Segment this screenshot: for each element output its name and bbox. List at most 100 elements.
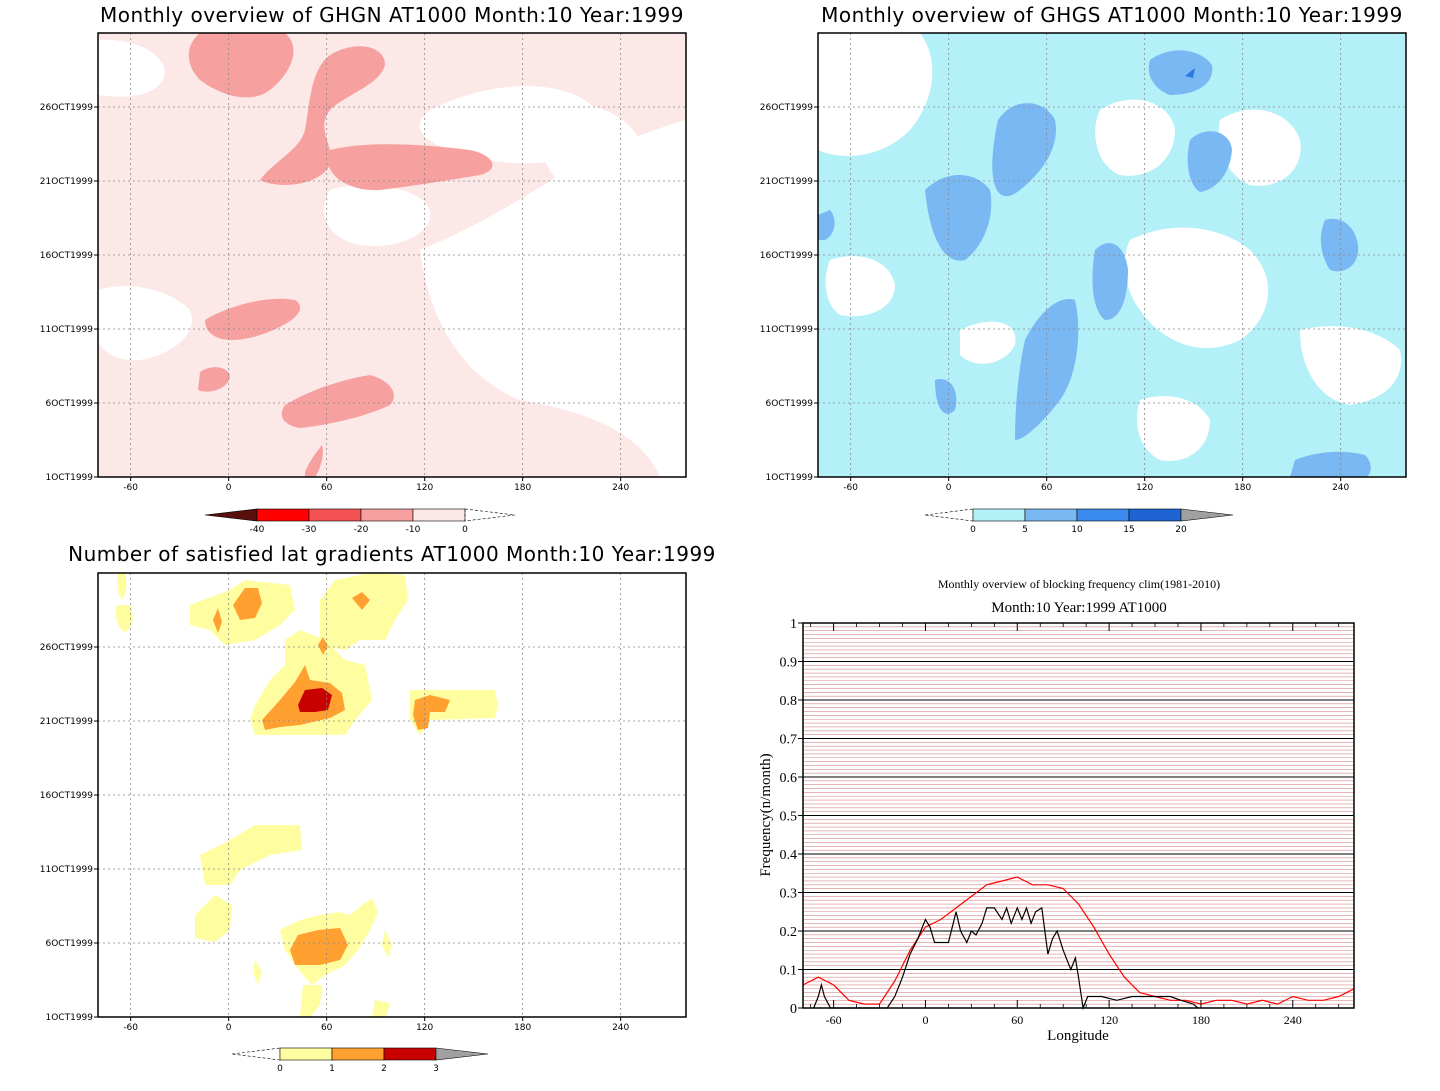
latgrad-gridlines xyxy=(98,573,686,1017)
colorbar-open-arrow xyxy=(464,508,516,522)
blocking-title: Monthly overview of blocking frequency c… xyxy=(938,577,1220,591)
blocking-gridlines xyxy=(803,626,1354,1005)
ghgn-field xyxy=(98,33,686,477)
x-tick-label: -60 xyxy=(123,483,138,493)
ghgn-panel: Monthly overview of GHGN AT1000 Month:10… xyxy=(40,3,687,535)
x-tick-label: 240 xyxy=(612,483,629,493)
ghgn-region-mid-band xyxy=(260,46,385,185)
colorbar-swatch xyxy=(256,508,310,522)
y-tick-label: 11OCT1999 xyxy=(760,325,813,335)
colorbar-tick-label: 5 xyxy=(1022,525,1028,535)
latgrad-region-two xyxy=(290,928,348,965)
ghgn-region-mid-edge xyxy=(305,445,323,477)
latgrad-background xyxy=(98,573,686,1017)
ghgs-region-mid-east xyxy=(1320,218,1359,272)
colorbar-tick-label: 3 xyxy=(433,1064,439,1074)
latgrad-title: Number of satisfied lat gradients AT1000… xyxy=(68,542,716,566)
latgrad-region-two xyxy=(213,608,222,633)
y-tick-label: 1 xyxy=(790,617,797,632)
ghgn-clear-east xyxy=(420,120,686,477)
ghgs-title: Monthly overview of GHGS AT1000 Month:10… xyxy=(821,3,1403,27)
x-tick-label: 180 xyxy=(514,1023,531,1033)
latgrad-region-one xyxy=(382,930,392,958)
ghgs-region-dark-top xyxy=(1185,68,1195,78)
colorbar-end-arrow xyxy=(1180,508,1234,522)
ghgs-clear-nw xyxy=(818,33,933,156)
ghgs-region-mid-west xyxy=(925,175,992,261)
x-tick-label: 60 xyxy=(321,483,333,493)
colorbar-open-arrow xyxy=(924,508,974,522)
climatology-line xyxy=(802,876,1355,1005)
y-tick-label: 0.3 xyxy=(780,887,798,902)
latgrad-region-one xyxy=(200,825,302,885)
y-tick-label: 6OCT1999 xyxy=(46,939,94,949)
x-tick-label: 60 xyxy=(321,1023,333,1033)
x-tick-label: 240 xyxy=(1284,1013,1302,1027)
colorbar-swatch xyxy=(1076,508,1130,522)
latgrad-field xyxy=(98,573,686,1017)
blocking-axes: 0 0.1 0.2 0.3 0.4 0.5 0.6 0.7 0.8 0.9 1 -60 0 60 120 18… xyxy=(780,617,1340,1027)
x-tick-label: 60 xyxy=(1011,1013,1023,1027)
x-tick-label: 120 xyxy=(1136,483,1153,493)
colorbar-end-arrow xyxy=(435,1047,489,1061)
y-tick-label: 21OCT1999 xyxy=(40,717,93,727)
colorbar-tick-label: 20 xyxy=(1175,525,1187,535)
colorbar-swatch xyxy=(1128,508,1182,522)
y-tick-label: 16OCT1999 xyxy=(760,251,813,261)
ghgn-region-mid-south xyxy=(281,375,394,428)
x-tick-label: 60 xyxy=(1041,483,1053,493)
ghgs-clear-north xyxy=(1095,99,1175,176)
x-tick-label: 240 xyxy=(1332,483,1349,493)
colorbar-swatch xyxy=(383,1047,437,1061)
colorbar-end-arrow xyxy=(204,508,258,522)
y-tick-label: 6OCT1999 xyxy=(766,399,814,409)
y-tick-label: 1OCT1999 xyxy=(46,1013,94,1023)
ghgs-region-mid-top xyxy=(1148,50,1213,95)
y-tick-label: 16OCT1999 xyxy=(40,791,93,801)
ghgs-panel: Monthly overview of GHGS AT1000 Month:10… xyxy=(760,3,1407,535)
ghgn-region-mid-center xyxy=(328,144,493,191)
ghgs-clear-center xyxy=(1124,227,1269,349)
y-tick-label: 26OCT1999 xyxy=(760,103,813,113)
latgrad-region-one xyxy=(253,960,262,985)
ghgs-colorbar: 0 5 10 15 20 xyxy=(924,508,1234,535)
y-tick-label: 16OCT1999 xyxy=(40,251,93,261)
y-tick-label: 0.1 xyxy=(780,964,798,979)
x-tick-label: 120 xyxy=(416,1023,433,1033)
x-tick-label: 120 xyxy=(1100,1013,1118,1027)
y-tick-label: 6OCT1999 xyxy=(46,399,94,409)
colorbar-open-arrow xyxy=(231,1047,281,1061)
blocking-ylabel: Frequency(n/month) xyxy=(758,753,774,876)
y-tick-label: 0.4 xyxy=(780,848,798,863)
ghgn-clear-center xyxy=(324,185,431,246)
x-tick-label: 0 xyxy=(946,483,952,493)
y-tick-label: 1OCT1999 xyxy=(766,473,814,483)
colorbar-swatch xyxy=(360,508,414,522)
y-tick-label: 26OCT1999 xyxy=(40,643,93,653)
y-tick-label: 0.2 xyxy=(780,925,798,940)
y-tick-label: 0.8 xyxy=(780,694,798,709)
ghgs-axes: -60 0 60 120 180 240 1OCT1999 6OCT1999 11OCT1999… xyxy=(760,103,1350,493)
ghgs-field xyxy=(818,33,1406,477)
colorbar-tick-label: -20 xyxy=(354,525,369,535)
y-tick-label: 21OCT1999 xyxy=(760,177,813,187)
ghgs-region-mid-bottom xyxy=(1290,451,1371,477)
latgrad-region-one xyxy=(320,573,408,650)
blocking-xlabel: Longitude xyxy=(1047,1028,1109,1044)
x-tick-label: 0 xyxy=(226,483,232,493)
ghgn-clear-nw xyxy=(98,39,165,97)
colorbar-tick-label: -30 xyxy=(302,525,317,535)
blocking-panel: Monthly overview of blocking frequency c… xyxy=(758,577,1355,1044)
colorbar-swatch xyxy=(279,1047,333,1061)
ghgs-clear-spot xyxy=(960,321,1016,364)
blocking-subtitle: Month:10 Year:1999 AT1000 xyxy=(991,600,1166,616)
ghgs-clear-ne xyxy=(1218,109,1301,186)
ghgs-clear-west xyxy=(825,256,895,317)
y-tick-label: 1OCT1999 xyxy=(46,473,94,483)
latgrad-panel: Number of satisfied lat gradients AT1000… xyxy=(40,542,716,1074)
y-tick-label: 0.9 xyxy=(780,656,798,671)
x-tick-label: 180 xyxy=(1192,1013,1210,1027)
ghgn-axes: -60 0 60 120 180 240 1OCT1999 6OCT1999 11OCT1999… xyxy=(40,103,630,493)
latgrad-region-one xyxy=(372,1000,390,1017)
x-tick-label: -60 xyxy=(826,1013,842,1027)
